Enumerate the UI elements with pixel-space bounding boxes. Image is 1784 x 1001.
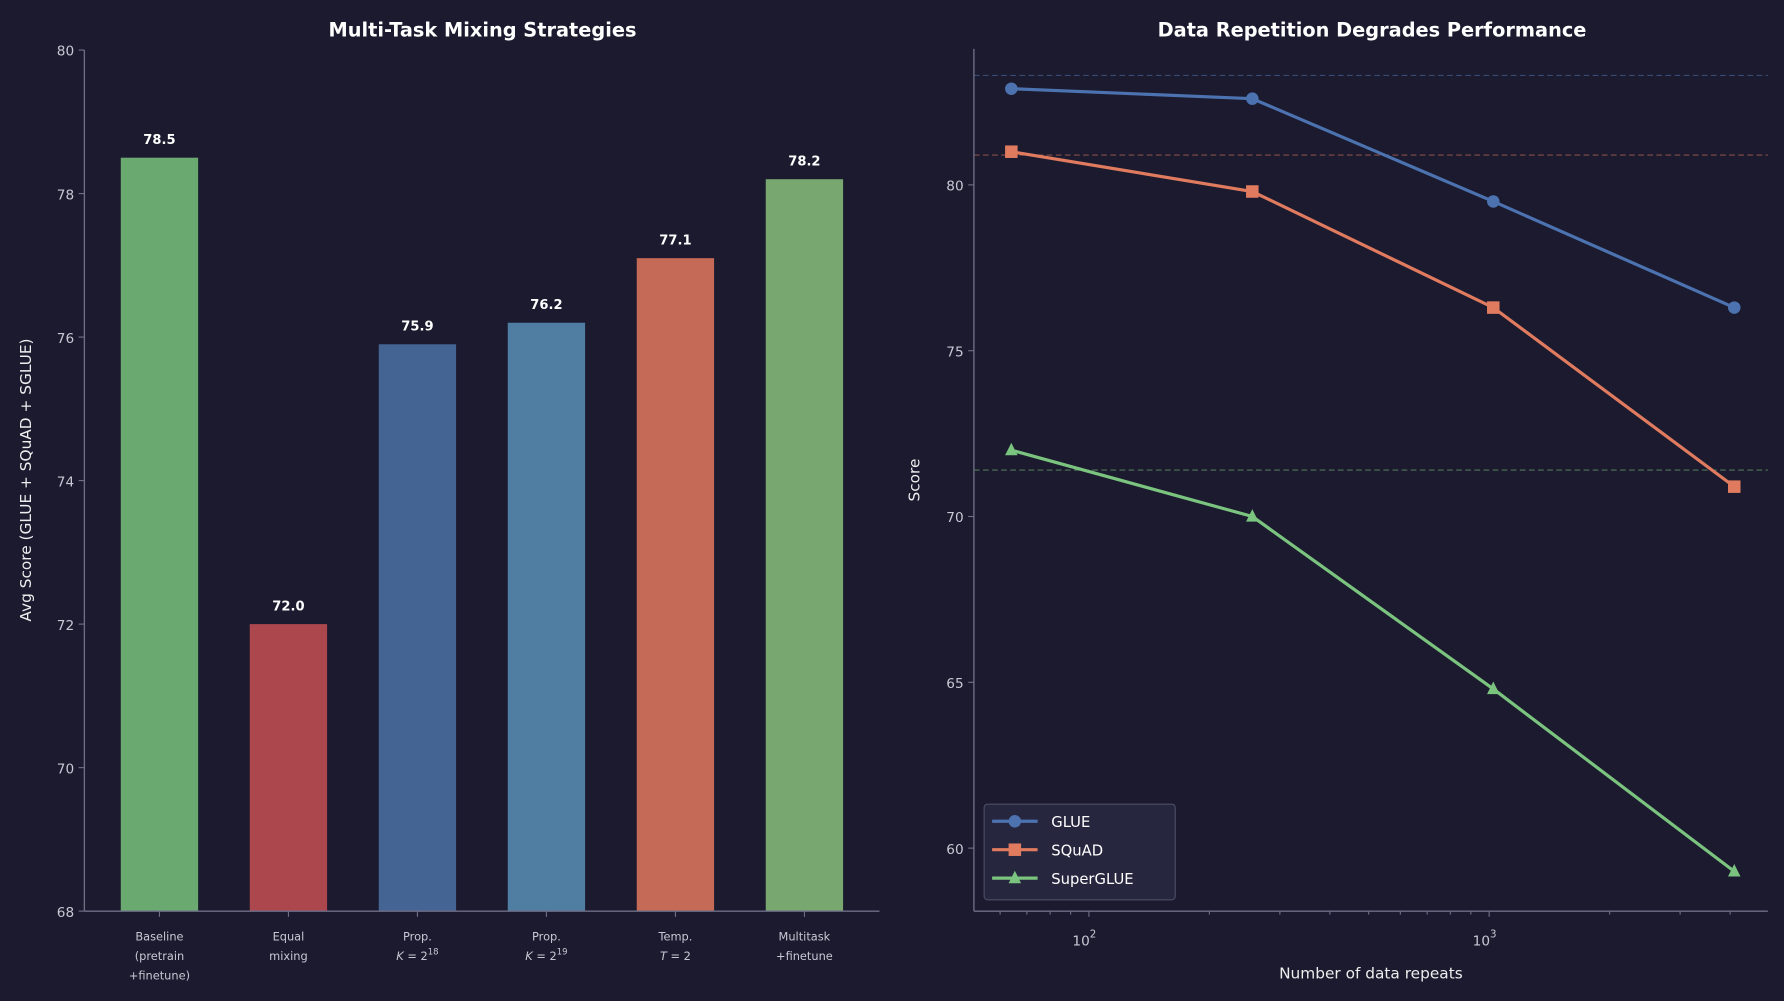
x-tick-label: Multitask +finetune: [776, 930, 833, 963]
y-tick-label: 68: [57, 905, 74, 921]
bar-value-label: 72.0: [272, 599, 304, 614]
x-tick-label-line: Baseline: [135, 930, 183, 944]
x-tick-label-line: Equal: [273, 930, 305, 944]
bar-value-label: 78.2: [788, 155, 820, 170]
triangle-marker: [1727, 863, 1741, 877]
line-chart-y-label: Score: [905, 459, 923, 502]
x-tick-label-line: Prop.: [403, 930, 432, 944]
x-tick-label: Baseline (pretrain +finetune): [129, 930, 190, 983]
y-tick-label: 80: [57, 44, 74, 60]
y-tick-label: 60: [946, 842, 963, 858]
x-tick-label: Equal mixing: [269, 930, 308, 963]
series-line-squad: [1011, 150, 1736, 488]
triangle-marker: [1008, 870, 1022, 884]
bar: [249, 624, 328, 912]
y-tick-label: 70: [57, 761, 74, 777]
y-tick-label: 72: [57, 618, 74, 634]
bar-chart-title: Multi-Task Mixing Strategies: [329, 18, 637, 41]
y-tick-label: 65: [946, 676, 963, 692]
circle-marker: [1005, 82, 1018, 95]
bar-value-label: 75.9: [401, 320, 433, 335]
x-tick-label-line: Temp.: [657, 930, 692, 944]
triangle-marker: [1005, 442, 1018, 456]
bar-value-label: 76.2: [530, 298, 562, 313]
bar: [507, 322, 586, 912]
x-tick-label-line: +finetune): [129, 968, 190, 982]
legend-label: SQuAD: [1051, 842, 1103, 859]
triangle-marker: [1246, 509, 1259, 522]
x-tick-label-line: Multitask: [779, 930, 831, 944]
square-marker: [1487, 301, 1500, 314]
legend-label: SuperGLUE: [1051, 871, 1133, 888]
line-chart-title: Data Repetition Degrades Performance: [1158, 18, 1587, 41]
y-tick-label: 80: [946, 179, 963, 195]
x-tick-label: Temp. T = 2: [657, 930, 692, 963]
x-tick-label-line: +finetune: [776, 949, 833, 963]
y-tick-label: 70: [946, 510, 963, 526]
legend-box: [983, 803, 1176, 901]
square-marker: [1008, 843, 1022, 856]
y-tick-label: 78: [57, 187, 74, 203]
bar-value-label: 78.5: [143, 133, 175, 148]
bar-value-label: 77.1: [659, 233, 691, 248]
bar: [636, 258, 715, 912]
legend-label: GLUE: [1051, 814, 1090, 831]
circle-marker: [1246, 92, 1259, 105]
circle-marker: [1727, 301, 1741, 314]
square-marker: [1005, 145, 1018, 158]
triangle-marker: [1487, 681, 1500, 695]
legend: GLUE SQuAD SuperGLUE: [983, 803, 1176, 901]
circle-marker: [1487, 195, 1500, 208]
x-tick-label-line: Prop.: [532, 930, 561, 944]
y-tick-label: 76: [57, 331, 74, 347]
x-tick-label-line: T = 2: [660, 949, 691, 963]
series-line-superglue: [1010, 448, 1736, 873]
bar: [765, 179, 844, 912]
bar: [120, 157, 199, 912]
square-marker: [1727, 480, 1741, 493]
circle-marker: [1008, 815, 1022, 828]
series-line-glue: [1011, 87, 1735, 310]
square-marker: [1246, 185, 1259, 198]
x-tick-label-line: (pretrain: [135, 949, 185, 963]
x-tick-label-line: mixing: [269, 949, 308, 963]
bar: [378, 344, 457, 912]
y-tick-label: 75: [946, 344, 963, 360]
line-chart-x-label: Number of data repeats: [1279, 964, 1463, 982]
bar-chart-y-label: Avg Score (GLUE + SQuAD + SGLUE): [17, 338, 35, 621]
y-tick-label: 74: [57, 474, 74, 490]
bar-chart-panel: Multi-Task Mixing Strategies Avg Score (…: [17, 18, 880, 982]
